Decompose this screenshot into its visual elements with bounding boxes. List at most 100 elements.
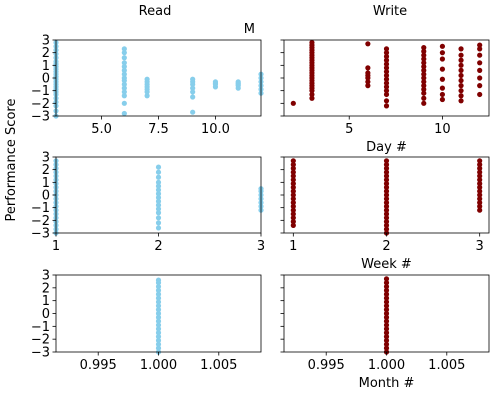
data-point bbox=[383, 158, 390, 164]
data-point bbox=[477, 60, 483, 66]
data-point bbox=[383, 337, 390, 344]
data-point bbox=[421, 60, 427, 66]
data-point bbox=[155, 164, 162, 170]
data-point bbox=[383, 84, 390, 90]
data-point bbox=[155, 307, 162, 313]
col-title-write: Write bbox=[373, 4, 407, 19]
data-point bbox=[477, 200, 483, 206]
data-point bbox=[477, 196, 483, 202]
x-tick-label: 0.995 bbox=[80, 358, 117, 373]
data-point bbox=[383, 330, 390, 336]
y-tick-label: 3 bbox=[42, 151, 50, 166]
data-point bbox=[290, 158, 296, 164]
data-point bbox=[290, 169, 296, 175]
data-point bbox=[458, 62, 464, 68]
data-point bbox=[421, 100, 427, 106]
data-point bbox=[121, 85, 127, 91]
data-point bbox=[439, 96, 446, 103]
data-point bbox=[309, 95, 315, 101]
x-tick-label: 1.000 bbox=[140, 358, 177, 373]
data-point bbox=[190, 94, 196, 100]
x-tick-label: 10.0 bbox=[201, 122, 230, 137]
y-tick-label: 2 bbox=[42, 281, 50, 296]
data-point bbox=[290, 100, 296, 106]
data-point bbox=[290, 188, 296, 194]
data-point bbox=[309, 91, 315, 98]
data-point bbox=[383, 98, 390, 104]
data-point bbox=[155, 314, 162, 320]
y-tick-label: 1 bbox=[42, 59, 50, 74]
y-tick-label: 0 bbox=[42, 189, 50, 204]
data-point bbox=[383, 203, 390, 209]
points-read-week bbox=[53, 158, 264, 236]
data-point bbox=[365, 65, 371, 71]
data-point bbox=[290, 177, 296, 183]
data-point bbox=[155, 191, 162, 197]
data-point bbox=[383, 46, 390, 52]
y-tick-label: 0 bbox=[42, 72, 50, 87]
data-point bbox=[383, 57, 390, 63]
data-point bbox=[383, 322, 390, 328]
data-point bbox=[383, 219, 390, 225]
data-point bbox=[290, 222, 296, 228]
data-point bbox=[155, 322, 162, 328]
x-tick-label: 1.000 bbox=[368, 358, 405, 373]
data-point bbox=[190, 89, 196, 95]
data-point bbox=[439, 85, 446, 91]
data-point bbox=[421, 52, 427, 58]
panel-write-month: 0.995 1.000 1.005 Month # bbox=[280, 274, 490, 391]
y-tick-label: −1 bbox=[31, 84, 50, 99]
data-point bbox=[477, 83, 483, 89]
data-point bbox=[290, 181, 296, 187]
data-point bbox=[155, 277, 162, 283]
data-point bbox=[383, 76, 390, 82]
data-point bbox=[477, 42, 483, 48]
data-point bbox=[121, 55, 127, 61]
data-point bbox=[383, 326, 390, 332]
data-point bbox=[155, 215, 162, 221]
data-point bbox=[477, 207, 483, 213]
data-point bbox=[155, 303, 162, 309]
axes-frame bbox=[55, 39, 262, 117]
data-point bbox=[458, 72, 464, 79]
data-point bbox=[477, 52, 483, 58]
data-point bbox=[155, 187, 162, 193]
data-point bbox=[383, 80, 390, 86]
data-point bbox=[290, 173, 296, 179]
x-tick-label: 0.995 bbox=[308, 358, 345, 373]
data-point bbox=[383, 318, 390, 324]
data-point bbox=[477, 173, 483, 179]
y-tick-label: −3 bbox=[31, 346, 50, 361]
data-point bbox=[458, 52, 464, 58]
data-point bbox=[383, 72, 390, 79]
y-tick-label: 0 bbox=[42, 307, 50, 322]
points-write-month bbox=[383, 276, 390, 355]
data-point bbox=[383, 53, 390, 60]
data-point bbox=[383, 211, 390, 217]
y-tick-label: −3 bbox=[31, 227, 50, 242]
data-point bbox=[439, 91, 446, 98]
data-point bbox=[383, 276, 390, 282]
data-point bbox=[155, 225, 162, 231]
data-point bbox=[383, 307, 390, 313]
x-tick-label: 5.0 bbox=[91, 122, 112, 137]
data-point bbox=[155, 337, 162, 344]
data-point bbox=[383, 91, 390, 98]
data-point bbox=[383, 61, 390, 67]
data-point bbox=[477, 181, 483, 187]
data-point bbox=[155, 202, 162, 208]
y-tick-label: −1 bbox=[31, 201, 50, 216]
data-point bbox=[290, 200, 296, 206]
data-point bbox=[365, 70, 371, 76]
x-tick-label: 10 bbox=[434, 122, 451, 137]
data-point bbox=[383, 341, 390, 347]
data-point bbox=[477, 162, 483, 168]
data-point bbox=[121, 46, 127, 52]
data-point bbox=[383, 226, 390, 232]
panel-title: M bbox=[244, 22, 255, 37]
data-point bbox=[421, 45, 427, 51]
